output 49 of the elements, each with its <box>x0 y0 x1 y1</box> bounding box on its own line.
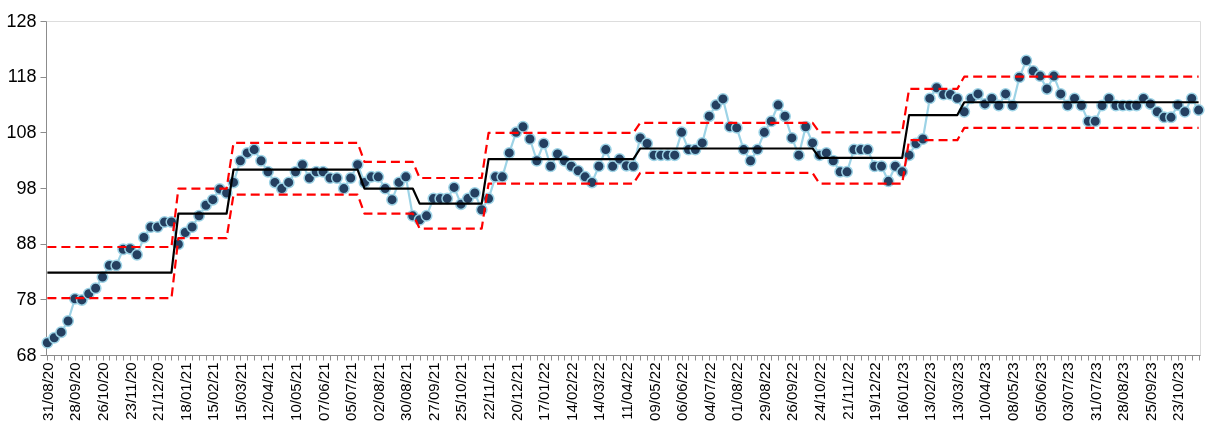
x-tick-label: 05/06/23 <box>1031 362 1049 421</box>
x-tick-label: 06/06/22 <box>673 362 691 421</box>
y-tick-label: 118 <box>7 66 37 87</box>
x-tick-label: 25/10/21 <box>452 362 470 421</box>
x-tick-label: 29/08/22 <box>755 362 773 421</box>
x-tick-label: 19/12/22 <box>866 362 884 421</box>
x-tick-label: 13/03/23 <box>948 362 966 421</box>
x-tick-label: 01/08/22 <box>728 362 746 421</box>
x-tick-label: 18/01/21 <box>176 362 194 421</box>
x-tick-label: 03/07/23 <box>1059 362 1077 421</box>
x-tick-label: 22/11/21 <box>480 362 498 420</box>
x-tick-label: 08/05/23 <box>1003 362 1021 421</box>
y-tick-label: 78 <box>16 288 37 309</box>
x-tick-label: 10/05/21 <box>287 362 305 421</box>
x-tick-label: 13/02/23 <box>921 362 939 421</box>
x-tick-label: 28/08/23 <box>1114 362 1132 421</box>
x-tick-label: 14/02/22 <box>562 362 580 421</box>
y-tick-label: 98 <box>16 177 37 198</box>
x-tick-label: 20/12/21 <box>507 362 525 421</box>
x-tick-label: 04/07/22 <box>700 362 718 421</box>
x-tick-label: 28/09/20 <box>66 362 84 421</box>
x-tick-label: 12/04/21 <box>259 362 277 421</box>
y-tick-label: 88 <box>16 233 37 254</box>
x-tick-label: 10/04/23 <box>976 362 994 421</box>
x-tick-label: 02/08/21 <box>369 362 387 421</box>
x-tick-label: 26/10/20 <box>94 362 112 421</box>
x-tick-label: 14/03/22 <box>590 362 608 421</box>
x-tick-label: 31/08/20 <box>38 362 56 421</box>
x-tick-label: 15/03/21 <box>231 362 249 421</box>
x-tick-label: 15/02/21 <box>204 362 222 421</box>
x-tick-label: 05/07/21 <box>342 362 360 421</box>
x-tick-label: 17/01/22 <box>535 362 553 421</box>
x-tick-label: 23/11/20 <box>121 362 139 420</box>
x-tick-label: 24/10/22 <box>810 362 828 421</box>
x-tick-label: 16/01/23 <box>893 362 911 421</box>
x-tick-label: 27/09/21 <box>424 362 442 421</box>
y-tick-label: 128 <box>6 10 37 31</box>
x-tick-label: 26/09/22 <box>783 362 801 421</box>
x-tick-label: 30/08/21 <box>397 362 415 421</box>
y-tick-label: 68 <box>16 344 37 365</box>
x-tick-label: 21/11/22 <box>838 362 856 420</box>
x-tick-label: 23/10/23 <box>1169 362 1187 421</box>
x-tick-label: 25/09/23 <box>1141 362 1159 421</box>
x-tick-label: 21/12/20 <box>149 362 167 421</box>
x-tick-label: 09/05/22 <box>645 362 663 421</box>
x-tick-label: 31/07/23 <box>1086 362 1104 421</box>
x-tick-label: 11/04/22 <box>617 362 635 420</box>
y-tick-label: 108 <box>6 121 37 142</box>
x-tick-label: 07/06/21 <box>314 362 332 421</box>
